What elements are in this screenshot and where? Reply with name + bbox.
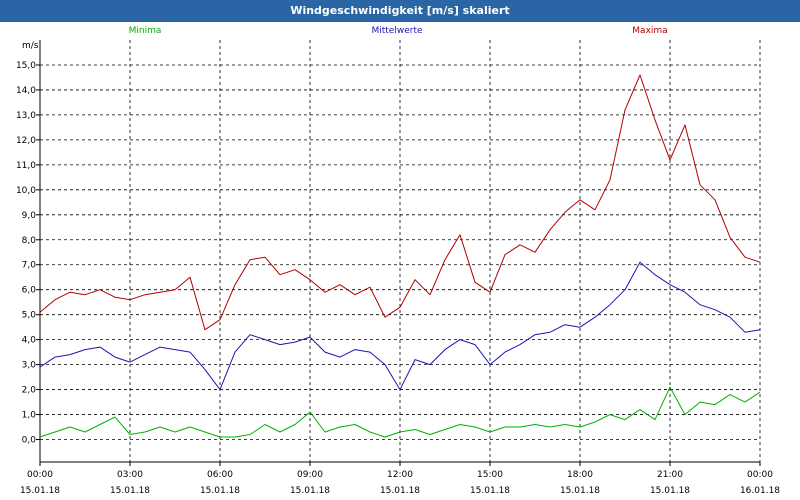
x-tick-date-label: 15.01.18 xyxy=(560,486,600,496)
y-tick-label: 8,0 xyxy=(22,236,37,246)
x-tick-time-label: 03:00 xyxy=(117,470,143,480)
x-tick-date-label: 15.01.18 xyxy=(650,486,690,496)
x-tick-date-label: 15.01.18 xyxy=(110,486,150,496)
y-tick-label: 11,0 xyxy=(16,161,36,171)
y-tick-label: 10,0 xyxy=(16,186,36,196)
y-tick-label: 1,0 xyxy=(22,411,37,421)
legend-entry-maxima: Maxima xyxy=(632,26,667,36)
legend-entry-mittelwerte: Mittelwerte xyxy=(371,26,422,36)
series-line-mittelwerte xyxy=(39,261,761,391)
legend: Minima Mittelwerte Maxima xyxy=(129,26,668,36)
y-tick-label: 13,0 xyxy=(16,111,36,121)
y-tick-label: 3,0 xyxy=(22,361,37,371)
x-tick-time-label: 15:00 xyxy=(477,470,503,480)
x-tick-time-label: 06:00 xyxy=(207,470,233,480)
y-axis-ticks: 0,0 1,0 2,0 3,0 4,0 5,0 6,0 7,0 8,0 9,0 10,0 11,0 12… xyxy=(16,61,40,446)
y-tick-label: 14,0 xyxy=(16,86,36,96)
wind-speed-chart: m/s 0,0 1,0 2,0 3,0 4,0 5,0 6,0 7,0 8,0 9,0 10,0 11… xyxy=(16,26,780,496)
window-title: Windgeschwindigkeit [m/s] skaliert xyxy=(0,0,800,22)
y-tick-label: 9,0 xyxy=(22,211,37,221)
y-tick-label: 15,0 xyxy=(16,61,36,71)
x-tick-date-label: 16.01.18 xyxy=(740,486,780,496)
x-tick-time-label: 12:00 xyxy=(387,470,413,480)
x-tick-date-label: 15.01.18 xyxy=(200,486,240,496)
x-axis-ticks: 00:00 15.01.18 03:00 15.01.18 06:00 15.01.18 0… xyxy=(20,462,780,496)
x-tick-time-label: 09:00 xyxy=(297,470,323,480)
x-tick-time-label: 00:00 xyxy=(27,470,53,480)
x-tick-date-label: 15.01.18 xyxy=(20,486,60,496)
legend-entry-minima: Minima xyxy=(129,26,162,36)
x-tick-time-label: 00:00 xyxy=(747,470,773,480)
y-axis-unit-label: m/s xyxy=(22,41,39,51)
series-line-maxima xyxy=(39,74,761,331)
x-tick-date-label: 15.01.18 xyxy=(470,486,510,496)
y-tick-label: 0,0 xyxy=(22,436,37,446)
y-tick-label: 12,0 xyxy=(16,136,36,146)
grid xyxy=(39,40,761,462)
y-tick-label: 6,0 xyxy=(22,286,37,296)
x-tick-date-label: 15.01.18 xyxy=(290,486,330,496)
x-tick-time-label: 21:00 xyxy=(657,470,683,480)
y-tick-label: 4,0 xyxy=(22,336,37,346)
y-tick-label: 7,0 xyxy=(22,261,37,271)
series-line-minima xyxy=(39,386,761,438)
x-tick-date-label: 15.01.18 xyxy=(380,486,420,496)
series-lines xyxy=(39,74,761,438)
y-tick-label: 5,0 xyxy=(22,311,37,321)
x-tick-time-label: 18:00 xyxy=(567,470,593,480)
y-tick-label: 2,0 xyxy=(22,386,37,396)
